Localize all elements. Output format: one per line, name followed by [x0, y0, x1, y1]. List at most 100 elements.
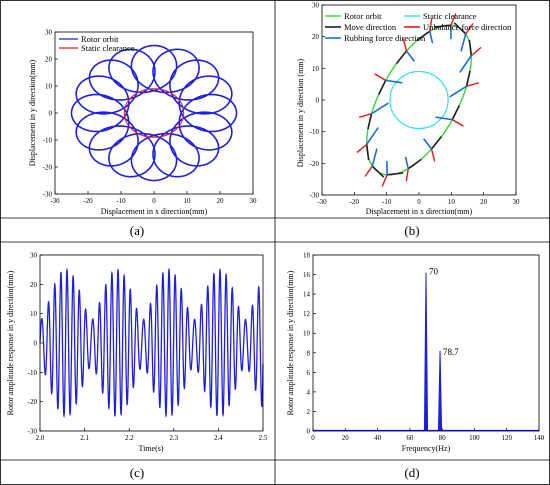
- unbalance-force-arrow: [364, 165, 373, 177]
- chart-b-ytick-label: 20: [312, 33, 320, 41]
- unbalance-force-arrow: [430, 148, 436, 162]
- chart-d-ytick-label: 2: [307, 408, 311, 416]
- chart-a-xtick-label: 30: [250, 197, 258, 205]
- chart-d-xtick-label: 120: [501, 434, 512, 442]
- legend-a-static-clearance: Static clearance: [81, 43, 135, 53]
- chart-d: 70 78.7 0 20 40 60 80 100 120 140 0 2 4 6 8 10 12 14 16 18…: [286, 252, 545, 454]
- chart-a-ylabel: Displacement in y direction(mm): [28, 59, 37, 166]
- chart-c-ytick-label: 10: [30, 310, 38, 318]
- move-direction-arrow: [371, 165, 385, 178]
- caption-d: (d): [404, 465, 419, 480]
- chart-d-ytick-label: 12: [303, 310, 311, 318]
- chart-a-ytick-label: 0: [49, 110, 53, 118]
- chart-a: -30 -20 -10 0 10 20 30 -30 -20 -10 0 10 20 30 Displac…: [28, 29, 257, 217]
- chart-b-ytick-label: -10: [310, 128, 320, 136]
- static-clearance-circle: [389, 70, 449, 130]
- rubbing-force-arrow: [460, 33, 467, 52]
- rubbing-force-arrow: [371, 148, 378, 167]
- chart-d-ytick-label: 0: [307, 428, 311, 436]
- chart-d-ytick-label: 14: [303, 291, 311, 299]
- unbalance-force-arrow: [451, 119, 464, 127]
- chart-b-xtick-label: 10: [448, 198, 456, 206]
- rubbing-force-arrow: [435, 116, 453, 121]
- move-direction-arrow: [453, 22, 467, 35]
- unbalance-force-arrow: [466, 82, 480, 87]
- static-clearance-circle: [123, 88, 185, 138]
- chart-b-xtick-label: -20: [350, 198, 360, 206]
- move-direction-arrow: [465, 70, 471, 87]
- chart-d-ytick-label: 6: [307, 369, 311, 377]
- legend-b-move-direction: Move direction: [344, 22, 397, 32]
- amplitude-response-line: [39, 267, 264, 419]
- chart-b-ytick-label: 10: [312, 65, 320, 73]
- chart-c-xtick-label: 2.5: [259, 434, 268, 442]
- chart-c-ytick-label: 30: [30, 252, 38, 260]
- chart-b-plot-area: [356, 13, 482, 187]
- chart-d-ytick-label: 4: [307, 388, 311, 396]
- move-direction-arrow: [367, 113, 373, 130]
- chart-d-ytick-label: 10: [303, 330, 311, 338]
- unbalance-force-arrow: [402, 38, 408, 52]
- move-direction-arrow: [468, 39, 473, 56]
- peak-label: 78.7: [443, 347, 459, 357]
- chart-d-xtick-label: 140: [534, 434, 545, 442]
- chart-c-ticks: 2.0 2.1 2.2 2.3 2.4 2.5 -30 -20 -10 0 10 20 30: [28, 252, 268, 443]
- chart-d-ytick-label: 16: [303, 271, 311, 279]
- move-direction-arrow: [416, 30, 431, 42]
- chart-c-ylabel: Rotor amplitude response in y direction(…: [6, 270, 15, 415]
- chart-c-xtick-label: 2.2: [125, 434, 134, 442]
- chart-a-xtick-label: 20: [217, 197, 225, 205]
- legend-a-rotor-orbit: Rotor orbit: [81, 34, 119, 44]
- chart-d-plot-area: 70 78.7: [313, 267, 539, 432]
- move-direction-arrow: [434, 24, 451, 28]
- chart-d-xtick-label: 60: [406, 434, 414, 442]
- unbalance-force-arrow: [374, 73, 387, 81]
- chart-b-ytick-label: 30: [312, 2, 320, 10]
- chart-c-xtick-label: 2.4: [214, 434, 223, 442]
- chart-d-ytick-label: 8: [307, 349, 311, 357]
- move-direction-arrow: [377, 80, 387, 96]
- unbalance-force-arrow: [429, 18, 433, 32]
- chart-a-ticks: -30 -20 -10 0 10 20 30 -30 -20 -10 0 10 20 30: [43, 29, 257, 206]
- legend-b-rotor-orbit: Rotor orbit: [344, 11, 382, 21]
- chart-d-ticks: 0 20 40 60 80 100 120 140 0 2 4 6 8 10 12 14 16 18: [303, 252, 545, 443]
- chart-d-xtick-label: 80: [439, 434, 447, 442]
- chart-c-ytick-label: -10: [28, 369, 38, 377]
- caption-c: (c): [130, 465, 144, 480]
- chart-a-xtick-label: -10: [116, 197, 126, 205]
- unbalance-force-arrow: [381, 174, 388, 187]
- unbalance-force-arrow: [450, 13, 457, 26]
- chart-a-ytick-label: -30: [43, 191, 53, 199]
- move-direction-arrow: [451, 104, 461, 120]
- rotor-orbit-ellipse: [366, 24, 472, 176]
- chart-c-plot-area: [39, 267, 264, 419]
- peak-label: 70: [429, 267, 439, 277]
- rubbing-force-arrow: [385, 79, 403, 84]
- move-direction-arrow: [395, 50, 408, 64]
- chart-a-xlabel: Displacement in x direction(mm): [101, 207, 208, 216]
- chart-d-axes-box: [312, 254, 540, 432]
- unbalance-force-arrow: [470, 46, 482, 57]
- chart-b-xtick-label: -30: [317, 198, 327, 206]
- move-direction-arrow: [365, 144, 370, 161]
- chart-c-ytick-label: -30: [28, 428, 38, 436]
- rubbing-force-arrow: [428, 31, 434, 44]
- chart-d-xlabel: Frequency(Hz): [402, 444, 451, 453]
- chart-c-ytick-label: 0: [34, 340, 38, 348]
- chart-d-ylabel: Rotor amplitude response in y direction(…: [286, 270, 295, 415]
- chart-d-xtick-label: 100: [469, 434, 480, 442]
- chart-b-ytick-label: 0: [316, 97, 320, 105]
- unbalance-force-arrow: [356, 143, 368, 154]
- rubbing-force-arrow: [459, 55, 472, 73]
- unbalance-force-arrow: [358, 113, 372, 118]
- rubbing-force-arrow: [404, 156, 410, 169]
- chart-b: -30 -20 -10 0 10 20 30 -30 -20 -10 0 10 20 30 Displac…: [296, 2, 520, 217]
- chart-b-ytick-label: -30: [310, 192, 320, 200]
- chart-a-ytick-label: -10: [43, 137, 53, 145]
- chart-a-xtick-label: -30: [50, 197, 60, 205]
- chart-b-ylabel: Displacement in y direction (mm): [296, 58, 305, 167]
- legend-b-rubbing-force-direction: Rubbing force direction: [344, 33, 426, 43]
- chart-d-xtick-label: 40: [374, 434, 382, 442]
